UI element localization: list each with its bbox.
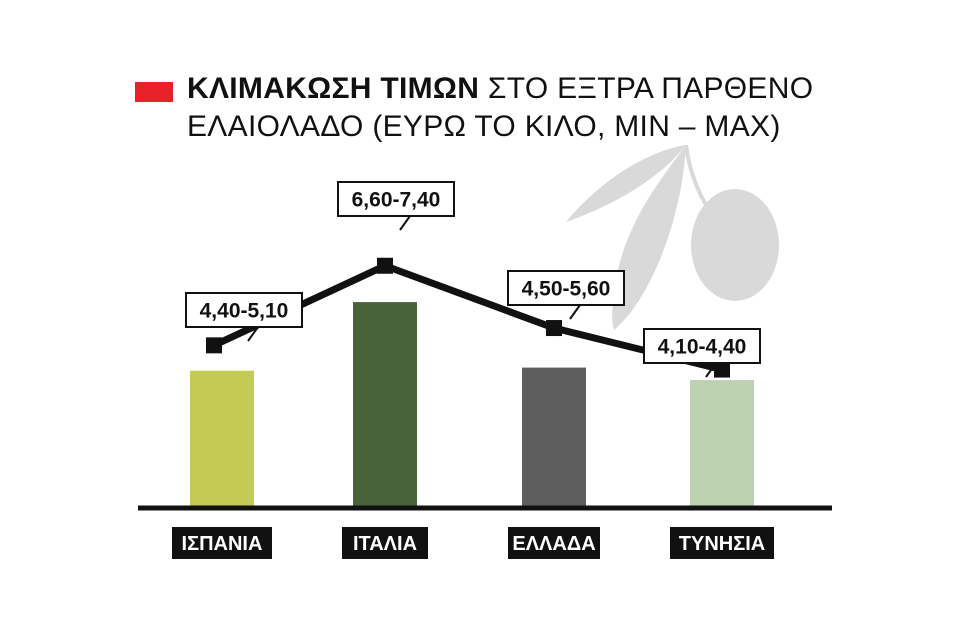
- category-label-bg-2: [342, 527, 428, 559]
- title-line-2: ΕΛΑΙΟΛΑΔΟ (ΕΥΡΩ ΤΟ ΚΙΛΟ, MIN – MAX): [187, 110, 781, 143]
- bar-3: [522, 367, 586, 508]
- value-label-box-3: [507, 270, 625, 306]
- category-label-3: ΕΛΛΑΔΑ: [508, 527, 600, 559]
- category-label-1: ΙΣΠΑΝΙΑ: [172, 527, 272, 559]
- title-regular-part: ΣΤΟ ΕΞΤΡΑ ΠΑΡΘΕΝΟ: [479, 72, 814, 105]
- value-label-box-1: [185, 292, 303, 328]
- line-marker-4: [714, 361, 730, 378]
- value-label-leader-2: [399, 215, 411, 231]
- title-bold-part: ΚΛΙΜΑΚΩΣΗ ΤΙΜΩΝ: [187, 72, 480, 105]
- value-label-box-4: [643, 328, 761, 364]
- olive-branch-icon: [566, 144, 779, 330]
- line-marker-1: [206, 337, 222, 354]
- value-label-leader-1: [247, 326, 259, 342]
- line-marker-3: [546, 320, 562, 337]
- bar-2: [353, 302, 417, 508]
- value-labels-group: 4,40-5,10 6,60-7,40 4,50-5,60 4,10-4,40: [185, 181, 761, 378]
- category-label-text-1: ΙΣΠΑΝΙΑ: [182, 533, 263, 555]
- category-label-bg-1: [172, 527, 272, 559]
- value-label-text-1: 4,40-5,10: [200, 300, 289, 323]
- value-label-2: 6,60-7,40: [337, 181, 455, 231]
- value-label-1: 4,40-5,10: [185, 292, 303, 342]
- category-label-2: ΙΤΑΛΙΑ: [342, 527, 428, 559]
- value-label-text-3: 4,50-5,60: [522, 278, 611, 301]
- bar-4: [690, 380, 754, 508]
- category-label-text-4: ΤΥΝΗΣΙΑ: [679, 533, 765, 555]
- value-label-3: 4,50-5,60: [507, 270, 625, 320]
- line-marker-2: [377, 257, 393, 274]
- category-label-bg-4: [670, 527, 774, 559]
- value-label-leader-3: [569, 304, 581, 320]
- category-label-text-2: ΙΤΑΛΙΑ: [353, 533, 417, 555]
- bar-1: [190, 370, 254, 508]
- value-label-box-2: [337, 181, 455, 217]
- title-line-1: ΚΛΙΜΑΚΩΣΗ ΤΙΜΩΝ ΣΤΟ ΕΞΤΡΑ ΠΑΡΘΕΝΟ: [187, 72, 813, 106]
- category-labels-group: ΙΣΠΑΝΙΑ ΙΤΑΛΙΑ ΕΛΛΑΔΑ ΤΥΝΗΣΙΑ: [172, 527, 774, 559]
- value-label-text-4: 4,10-4,40: [658, 336, 747, 359]
- bars-group: [190, 302, 754, 508]
- value-label-4: 4,10-4,40: [643, 328, 761, 378]
- category-label-text-3: ΕΛΛΑΔΑ: [512, 533, 595, 555]
- category-label-bg-3: [508, 527, 600, 559]
- value-label-text-2: 6,60-7,40: [352, 189, 441, 212]
- title-marker: [135, 82, 173, 102]
- value-label-leader-4: [705, 362, 717, 378]
- category-label-4: ΤΥΝΗΣΙΑ: [670, 527, 774, 559]
